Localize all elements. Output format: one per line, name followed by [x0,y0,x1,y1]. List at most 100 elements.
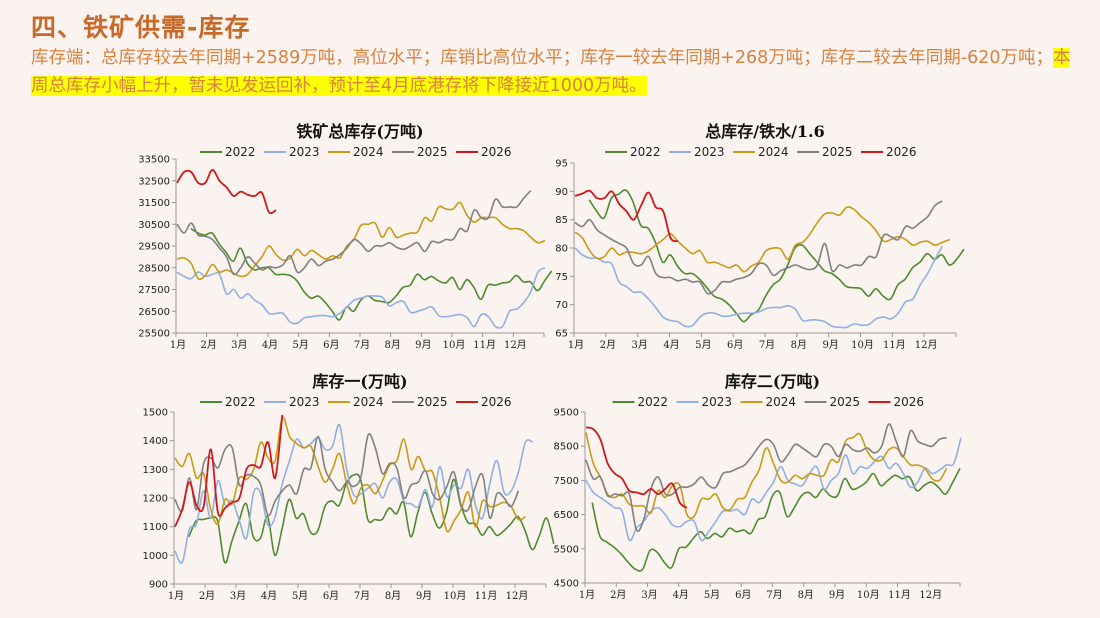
x-tick-label: 10月 [443,339,466,351]
series-line-2024 [176,201,546,281]
x-tick-label: 4月 [673,589,689,601]
legend-item-2024: 2024 [733,145,789,159]
chart-total-inventory: 铁矿总库存(万吨) 2022 2023 2024 2025 2026 25500 26500 2… [130,115,553,355]
legend-label: 2024 [353,395,384,409]
x-tick-label: 6月 [323,590,339,602]
x-tick-label: 5月 [292,590,308,602]
legend-label: 2025 [417,395,448,409]
y-tick-label: 25500 [138,329,170,340]
y-tick-label: 8500 [554,442,579,453]
x-tick-label: 6月 [323,339,339,351]
legend-item-2026: 2026 [456,145,512,159]
chart-inventory-two: 库存二(万吨) 2022 2023 2024 2025 2026 4500 5500 6500 7… [540,365,970,610]
x-tick-label: 9月 [822,339,838,351]
legend-item-2026: 2026 [861,145,917,159]
series-line-2022 [588,189,965,323]
legend-label: 2024 [758,145,789,159]
x-tick-label: 3月 [641,589,657,601]
y-tick-label: 1500 [143,408,168,419]
legend-item-2025: 2025 [797,145,853,159]
legend-label: 2026 [886,145,917,159]
legend-label: 2024 [766,395,797,409]
x-tick-label: 5月 [695,339,711,351]
series-line-2025 [176,189,532,276]
chart-title: 总库存/铁水/1.6 [705,122,825,141]
chart-title: 铁矿总库存(万吨) [296,122,423,141]
x-tick-label: 3月 [230,590,246,602]
legend-item-2022: 2022 [200,145,256,159]
y-tick-label: 90 [555,187,568,198]
x-tick-label: 12月 [506,590,529,602]
y-tick-label: 28500 [138,263,170,274]
x-tick-label: 5月 [292,339,308,351]
y-tick-label: 80 [555,244,568,255]
chart-svg: 铁矿总库存(万吨) 2022 2023 2024 2025 2026 25500 26500 2… [138,122,553,351]
x-tick-label: 3月 [231,339,247,351]
chart-svg: 库存二(万吨) 2022 2023 2024 2025 2026 4500 5500 6500 7… [554,372,962,601]
x-tick-label: 6月 [735,589,751,601]
legend-item-2022: 2022 [605,145,661,159]
chart-title: 库存二(万吨) [725,372,820,391]
y-tick-label: 1400 [143,436,168,447]
x-tick-label: 8月 [385,590,401,602]
legend-label: 2023 [289,395,320,409]
y-tick-label: 4500 [554,579,579,590]
legend-item-2024: 2024 [740,395,797,409]
legend-label: 2022 [225,145,256,159]
x-tick-label: 3月 [631,339,647,351]
x-tick-label: 11月 [475,590,498,602]
legend-item-2022: 2022 [612,395,668,409]
series-line-2025 [585,423,947,532]
legend-item-2026: 2026 [456,395,512,409]
series-line-2022 [188,473,555,564]
y-tick-label: 95 [555,159,568,170]
x-tick-label: 1月 [579,589,595,601]
series-line-2022 [591,468,961,572]
legend-label: 2023 [694,145,725,159]
series-line-2026 [174,414,284,528]
legend-label: 2025 [822,145,853,159]
x-tick-label: 1月 [170,339,186,351]
y-tick-label: 1200 [143,494,168,505]
chart-inventory-ratio: 总库存/铁水/1.6 2022 2023 2024 2025 2026 65 70 75 80 85… [540,115,970,355]
chart-title: 库存一(万吨) [312,372,407,391]
legend-item-2023: 2023 [264,395,320,409]
x-tick-label: 8月 [384,339,400,351]
y-tick-label: 75 [555,272,568,283]
legend-label: 2024 [353,145,384,159]
y-tick-label: 6500 [554,510,579,521]
legend-label: 2026 [481,395,512,409]
y-tick-label: 1100 [143,522,168,533]
y-tick-label: 30500 [138,220,170,231]
x-tick-label: 10月 [857,589,880,601]
y-tick-label: 32500 [138,176,170,187]
x-tick-label: 7月 [354,590,370,602]
y-tick-label: 85 [555,215,568,226]
x-tick-label: 12月 [915,339,938,351]
x-tick-label: 8月 [791,339,807,351]
legend-label: 2023 [289,145,320,159]
legend-item-2023: 2023 [669,145,725,159]
x-tick-label: 7月 [766,589,782,601]
y-tick-label: 7500 [554,476,579,487]
x-tick-label: 1月 [568,339,584,351]
x-tick-label: 6月 [727,339,743,351]
summary-plain: 库存端：总库存较去年同期+2589万吨，高位水平；库销比高位水平；库存一较去年同… [31,48,1053,68]
legend-label: 2026 [481,145,512,159]
legend-label: 2022 [630,145,661,159]
x-tick-label: 2月 [600,339,616,351]
series-line-2023 [574,245,944,329]
legend-label: 2022 [225,395,256,409]
x-tick-label: 11月 [883,339,906,351]
x-tick-label: 9月 [416,590,432,602]
x-tick-label: 10月 [444,590,467,602]
legend-label: 2025 [417,145,448,159]
y-tick-label: 65 [555,329,568,340]
chart-svg: 总库存/铁水/1.6 2022 2023 2024 2025 2026 65 70 75 80 85… [555,122,965,351]
legend-label: 2025 [830,395,861,409]
y-tick-label: 27500 [138,285,170,296]
series-line-2026 [176,169,277,215]
x-tick-label: 12月 [504,339,527,351]
y-tick-label: 26500 [138,307,170,318]
series-line-2025 [174,433,520,519]
